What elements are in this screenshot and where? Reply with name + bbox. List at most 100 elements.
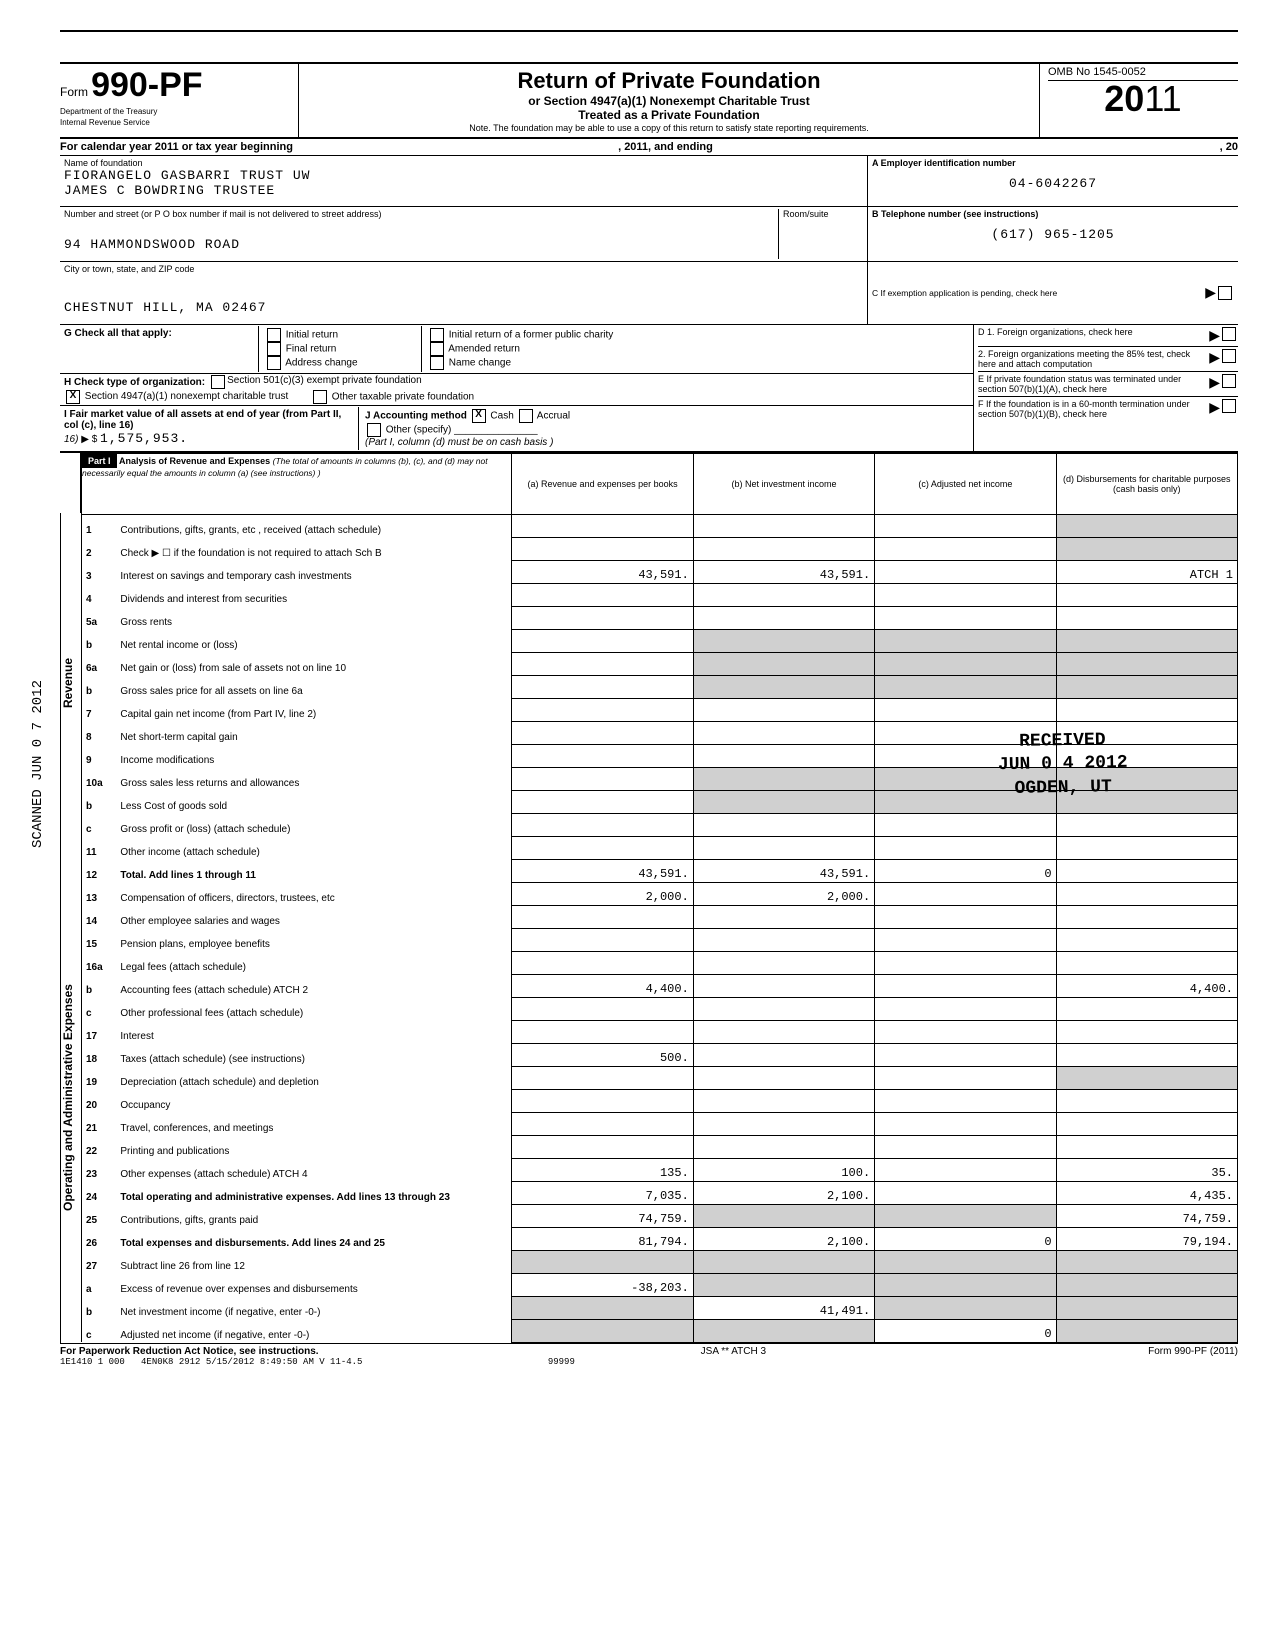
col-c-val <box>875 974 1056 997</box>
col-a-val: 81,794. <box>512 1227 693 1250</box>
j-other-checkbox[interactable] <box>367 423 381 437</box>
g-final-checkbox[interactable] <box>267 342 281 356</box>
footer-jsa: JSA ** ATCH 3 <box>701 1346 766 1357</box>
col-a-val <box>512 1112 693 1135</box>
line-desc: Travel, conferences, and meetings <box>116 1112 512 1135</box>
col-b-val: 43,591. <box>693 560 874 583</box>
col-a-val <box>512 1250 693 1273</box>
i-label: I Fair market value of all assets at end… <box>64 409 341 431</box>
line-no: c <box>82 1319 117 1342</box>
col-a-val: 43,591. <box>512 560 693 583</box>
table-row: 15Pension plans, employee benefits <box>82 928 1238 951</box>
g-amended: Amended return <box>448 343 520 354</box>
phone-label: B Telephone number (see instructions) <box>872 209 1234 219</box>
j-note: (Part I, column (d) must be on cash basi… <box>365 437 553 448</box>
line-desc: Net investment income (if negative, ente… <box>116 1296 512 1319</box>
table-row: bGross sales price for all assets on lin… <box>82 675 1238 698</box>
j-accrual-checkbox[interactable] <box>519 409 533 423</box>
g-address-checkbox[interactable] <box>267 356 281 370</box>
irs: Internal Revenue Service <box>60 118 290 127</box>
line-desc: Legal fees (attach schedule) <box>116 951 512 974</box>
line-no: 22 <box>82 1135 117 1158</box>
line-no: 13 <box>82 882 117 905</box>
line-desc: Total expenses and disbursements. Add li… <box>116 1227 512 1250</box>
table-row: 21Travel, conferences, and meetings <box>82 1112 1238 1135</box>
col-a-val <box>512 537 693 560</box>
calendar-row: For calendar year 2011 or tax year begin… <box>60 139 1238 156</box>
col-b-val <box>693 905 874 928</box>
col-b-val <box>693 675 874 698</box>
col-b-val <box>693 1066 874 1089</box>
h-501c3-checkbox[interactable] <box>211 375 225 389</box>
col-c-val <box>875 675 1056 698</box>
table-row: 17Interest <box>82 1020 1238 1043</box>
c-checkbox[interactable] <box>1218 286 1232 300</box>
line-desc: Net short-term capital gain <box>116 721 512 744</box>
g-initial-checkbox[interactable] <box>267 328 281 342</box>
info-block: Name of foundation FIORANGELO GASBARRI T… <box>60 156 1238 325</box>
table-row: 6aNet gain or (loss) from sale of assets… <box>82 652 1238 675</box>
col-d-val <box>1056 698 1237 721</box>
col-c-val <box>875 951 1056 974</box>
col-b-val <box>693 813 874 836</box>
col-b-val <box>693 514 874 537</box>
form-number: 990-PF <box>91 66 203 104</box>
table-row: cGross profit or (loss) (attach schedule… <box>82 813 1238 836</box>
table-row: cOther professional fees (attach schedul… <box>82 997 1238 1020</box>
line-no: b <box>82 790 117 813</box>
col-b-val: 41,491. <box>693 1296 874 1319</box>
col-c-val <box>875 1089 1056 1112</box>
col-c-val: 0 <box>875 859 1056 882</box>
line-desc: Net gain or (loss) from sale of assets n… <box>116 652 512 675</box>
col-c-val <box>875 1181 1056 1204</box>
col-b-val: 43,591. <box>693 859 874 882</box>
table-row: aExcess of revenue over expenses and dis… <box>82 1273 1238 1296</box>
col-b-val <box>693 698 874 721</box>
col-b-val <box>693 1319 874 1342</box>
line-desc: Gross profit or (loss) (attach schedule) <box>116 813 512 836</box>
col-a-val <box>512 1319 693 1342</box>
line-no: b <box>82 1296 117 1319</box>
col-d-val <box>1056 1043 1237 1066</box>
h-other-checkbox[interactable] <box>313 390 327 404</box>
col-c-val <box>875 1296 1056 1319</box>
expenses-side: Operating and Administrative Expenses <box>60 853 81 1343</box>
col-b-val <box>693 1043 874 1066</box>
col-a-val <box>512 836 693 859</box>
d2-checkbox[interactable] <box>1222 349 1236 363</box>
col-b-val <box>693 1250 874 1273</box>
col-b-val <box>693 767 874 790</box>
line-desc: Accounting fees (attach schedule) ATCH 2 <box>116 974 512 997</box>
phone: (617) 965-1205 <box>872 227 1234 242</box>
table-row: 12Total. Add lines 1 through 1143,591.43… <box>82 859 1238 882</box>
d1-checkbox[interactable] <box>1222 327 1236 341</box>
g-initial-former-checkbox[interactable] <box>430 328 444 342</box>
footer-mid: 4EN0K8 2912 5/15/2012 8:49:50 AM V 11-4.… <box>141 1357 362 1367</box>
col-d-val <box>1056 652 1237 675</box>
line-no: 19 <box>82 1066 117 1089</box>
part1-title: Analysis of Revenue and Expenses <box>119 456 270 466</box>
table-row: 27Subtract line 26 from line 12 <box>82 1250 1238 1273</box>
f-checkbox[interactable] <box>1222 399 1236 413</box>
line-no: 18 <box>82 1043 117 1066</box>
col-d-val <box>1056 606 1237 629</box>
col-a-val <box>512 928 693 951</box>
j-cash-checkbox[interactable]: X <box>472 409 486 423</box>
col-d-val <box>1056 583 1237 606</box>
col-c: (c) Adjusted net income <box>875 453 1056 514</box>
paperwork-notice: For Paperwork Reduction Act Notice, see … <box>60 1346 319 1357</box>
g-amended-checkbox[interactable] <box>430 342 444 356</box>
line-no: 8 <box>82 721 117 744</box>
h-4947-checkbox[interactable]: X <box>66 390 80 404</box>
table-row: 22Printing and publications <box>82 1135 1238 1158</box>
g-name-checkbox[interactable] <box>430 356 444 370</box>
col-a-val: 2,000. <box>512 882 693 905</box>
col-d-val <box>1056 1273 1237 1296</box>
col-d-val <box>1056 859 1237 882</box>
col-d-val <box>1056 629 1237 652</box>
received-stamp: RECEIVED JUN 0 4 2012 OGDEN, UT <box>998 729 1129 801</box>
col-d-val <box>1056 1296 1237 1319</box>
footer: For Paperwork Reduction Act Notice, see … <box>60 1343 1238 1357</box>
e-checkbox[interactable] <box>1222 374 1236 388</box>
h-label: H Check type of organization: <box>60 375 209 390</box>
